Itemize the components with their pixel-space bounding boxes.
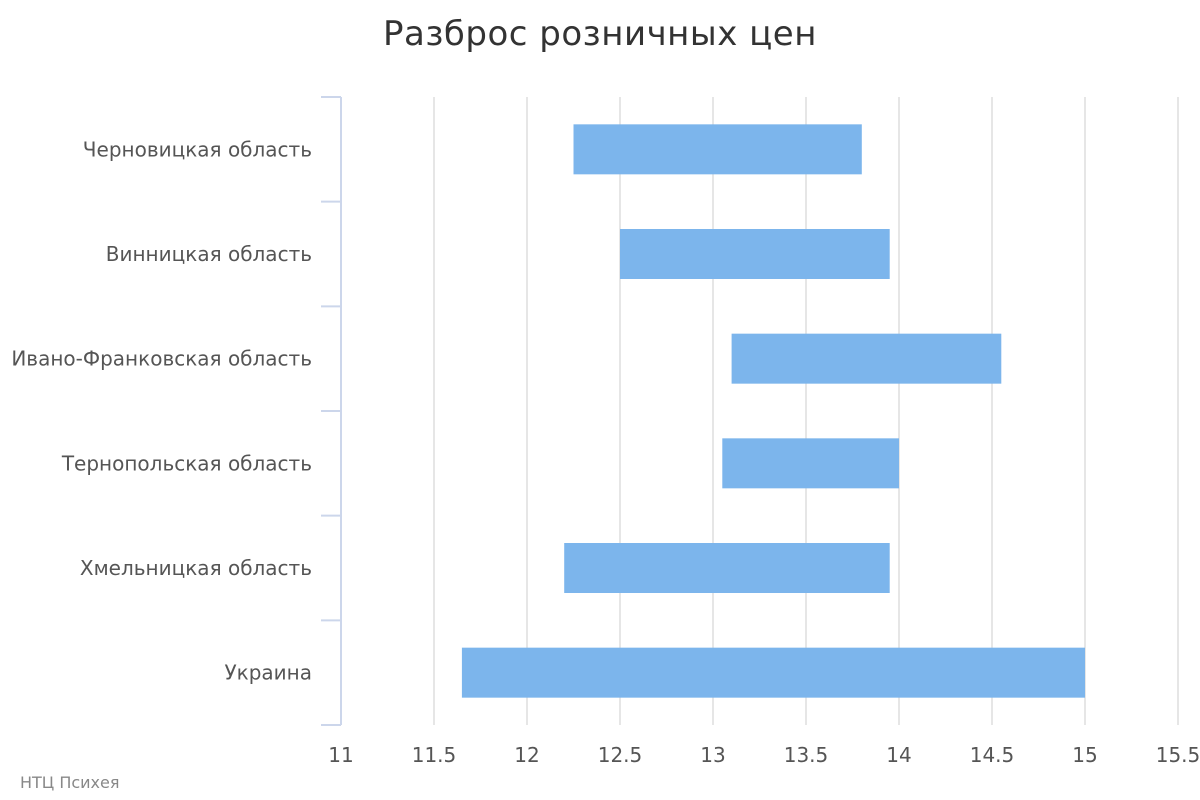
category-axis [321,96,342,726]
x-tick-label: 15.5 [1156,743,1200,767]
category-label: Украина [224,661,312,685]
grid-lines [433,97,1179,725]
x-tick-label: 12 [514,743,539,767]
category-labels: Черновицкая область Винницкая область Иван… [11,137,312,684]
x-tick-label: 13.5 [784,743,829,767]
x-tick-label: 14.5 [970,743,1015,767]
credits-text[interactable]: НТЦ Психея [20,773,120,792]
range-bar[interactable] [573,124,862,175]
range-bar[interactable] [564,543,890,593]
category-label: Тернопольская область [61,451,312,475]
range-bar[interactable] [731,333,1002,384]
x-tick-label: 11 [328,743,353,767]
x-tick-label: 12.5 [598,743,643,767]
chart-title: Разброс розничных цен [383,14,817,54]
category-label: Черновицкая область [83,137,312,161]
x-tick-label: 11.5 [412,743,457,767]
category-label: Ивано-Франковская область [11,347,312,371]
x-tick-label: 13 [700,743,725,767]
category-label: Хмельницкая область [80,556,312,580]
range-bar[interactable] [620,229,890,279]
category-label: Винницкая область [106,242,312,266]
x-tick-label: 15 [1072,743,1097,767]
range-bar[interactable] [722,438,899,489]
range-bar[interactable] [461,647,1085,698]
x-tick-label: 14 [886,743,911,767]
value-axis-labels: 11 11.5 12 12.5 13 13.5 14 14.5 15 15.5 [328,743,1200,767]
range-bars [461,124,1085,698]
